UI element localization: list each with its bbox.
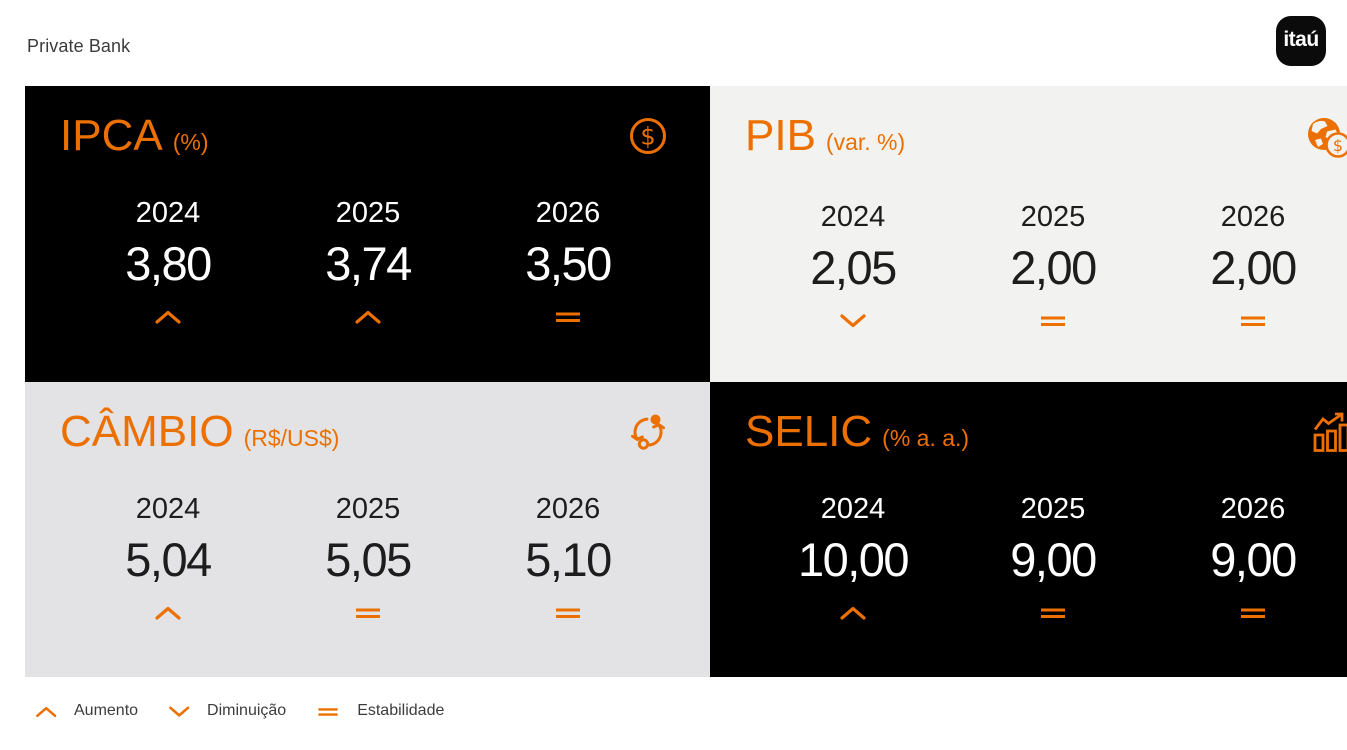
card-pib-title-wrap: PIB (var. %): [745, 111, 906, 160]
value-label: 10,00: [797, 532, 910, 586]
card-cambio-values: 2024 5,04 2025 5,05 2026 5,10: [60, 493, 668, 622]
trend-equal-icon: [1153, 312, 1347, 330]
year-label: 2024: [135, 197, 201, 229]
year-label: 2026: [1220, 201, 1286, 233]
card-ipca-header: IPCA (%) $: [60, 111, 668, 161]
itau-logo-text: itaú: [1283, 28, 1319, 51]
svg-text:$: $: [640, 123, 655, 151]
year-label: 2026: [1220, 492, 1286, 525]
exchange-icon: [628, 412, 668, 457]
coin-icon: $: [628, 116, 668, 161]
forecast-cell: 2024 10,00: [753, 493, 953, 622]
card-ipca: IPCA (%) $ 2024 3,80 2025 3,74 2026: [25, 86, 710, 382]
trend-down-icon: [753, 312, 953, 330]
forecast-cell: 2025 2,00: [953, 201, 1153, 330]
trend-up-icon: [753, 604, 953, 622]
card-unit: (% a. a.): [882, 424, 970, 451]
card-selic: SELIC (% a. a.) 2024 10,00 2025 9,00 202…: [710, 381, 1347, 677]
trend-equal-icon: [953, 312, 1153, 330]
year-label: 2025: [335, 197, 401, 229]
legend-item-diminuicao: Diminuição: [168, 702, 286, 720]
legend-label: Aumento: [74, 702, 139, 719]
card-pib: PIB (var. %) $ 2024 2,05 2025 2,00 2026: [710, 86, 1347, 382]
card-cambio: CÂMBIO (R$/US$) 2024 5,04 2025 5,05 2026: [25, 381, 710, 677]
value-label: 9,00: [1010, 532, 1097, 586]
year-label: 2025: [335, 492, 401, 525]
card-cambio-header: CÂMBIO (R$/US$): [60, 406, 668, 457]
trend-equal-icon: [468, 308, 668, 326]
card-unit: (var. %): [825, 129, 906, 155]
card-ipca-values: 2024 3,80 2025 3,74 2026 3,50: [60, 197, 668, 326]
card-pib-values: 2024 2,05 2025 2,00 2026 2,00: [745, 201, 1347, 330]
value-label: 2,00: [1210, 241, 1297, 294]
brand-label: Private Bank: [27, 36, 131, 56]
forecast-cell: 2026 2,00: [1153, 201, 1347, 330]
card-ipca-title-wrap: IPCA (%): [60, 111, 209, 160]
trend-equal-icon: [468, 604, 668, 622]
forecast-cell: 2026 9,00: [1153, 493, 1347, 622]
legend-label: Estabilidade: [357, 702, 445, 719]
trend-equal-icon: [1153, 604, 1347, 622]
value-label: 5,10: [525, 532, 612, 586]
forecast-cell: 2024 2,05: [753, 201, 953, 330]
year-label: 2025: [1020, 201, 1086, 233]
legend-label: Diminuição: [207, 702, 287, 719]
trend-down-icon: [168, 705, 190, 718]
card-selic-header: SELIC (% a. a.): [745, 406, 1347, 457]
trend-up-icon: [35, 705, 57, 718]
card-selic-values: 2024 10,00 2025 9,00 2026 9,00: [745, 493, 1347, 622]
value-label: 3,50: [525, 237, 612, 290]
trend-up-icon: [68, 308, 268, 326]
value-label: 3,80: [125, 237, 212, 290]
forecast-cell: 2025 5,05: [268, 493, 468, 622]
bar-chart-icon: [1311, 412, 1347, 457]
forecast-cell: 2025 9,00: [953, 493, 1153, 622]
year-label: 2026: [535, 197, 601, 229]
forecast-cell: 2026 5,10: [468, 493, 668, 622]
itau-logo: itaú: [1276, 16, 1326, 66]
value-label: 5,05: [325, 532, 412, 586]
trend-equal-icon: [953, 604, 1153, 622]
value-label: 2,00: [1010, 241, 1097, 294]
card-pib-header: PIB (var. %) $: [745, 111, 1347, 165]
card-title: SELIC: [745, 406, 873, 456]
year-label: 2024: [820, 201, 886, 233]
card-title: PIB: [745, 111, 816, 160]
card-cambio-title-wrap: CÂMBIO (R$/US$): [60, 406, 340, 456]
trend-equal-icon: [268, 604, 468, 622]
card-title: IPCA: [60, 111, 163, 160]
card-unit: (%): [172, 129, 209, 155]
card-title: CÂMBIO: [60, 406, 234, 456]
year-label: 2024: [135, 492, 201, 525]
indicator-grid: IPCA (%) $ 2024 3,80 2025 3,74 2026: [25, 86, 1347, 677]
value-label: 9,00: [1210, 532, 1297, 586]
forecast-cell: 2026 3,50: [468, 197, 668, 326]
value-label: 5,04: [125, 532, 212, 586]
card-unit: (R$/US$): [243, 424, 340, 451]
legend-item-aumento: Aumento: [35, 702, 138, 720]
legend: Aumento Diminuição Estabilidade: [35, 702, 444, 720]
svg-text:$: $: [1333, 136, 1343, 155]
forecast-cell: 2025 3,74: [268, 197, 468, 326]
value-label: 3,74: [325, 237, 412, 290]
year-label: 2025: [1020, 492, 1086, 525]
forecast-cell: 2024 5,04: [68, 493, 268, 622]
legend-item-estabilidade: Estabilidade: [316, 702, 444, 720]
year-label: 2024: [820, 492, 886, 525]
card-selic-title-wrap: SELIC (% a. a.): [745, 406, 970, 456]
value-label: 2,05: [810, 241, 897, 294]
year-label: 2026: [535, 492, 601, 525]
trend-equal-icon: [316, 705, 340, 718]
forecast-cell: 2024 3,80: [68, 197, 268, 326]
trend-up-icon: [268, 308, 468, 326]
globe-coin-icon: $: [1305, 116, 1347, 165]
trend-up-icon: [68, 604, 268, 622]
